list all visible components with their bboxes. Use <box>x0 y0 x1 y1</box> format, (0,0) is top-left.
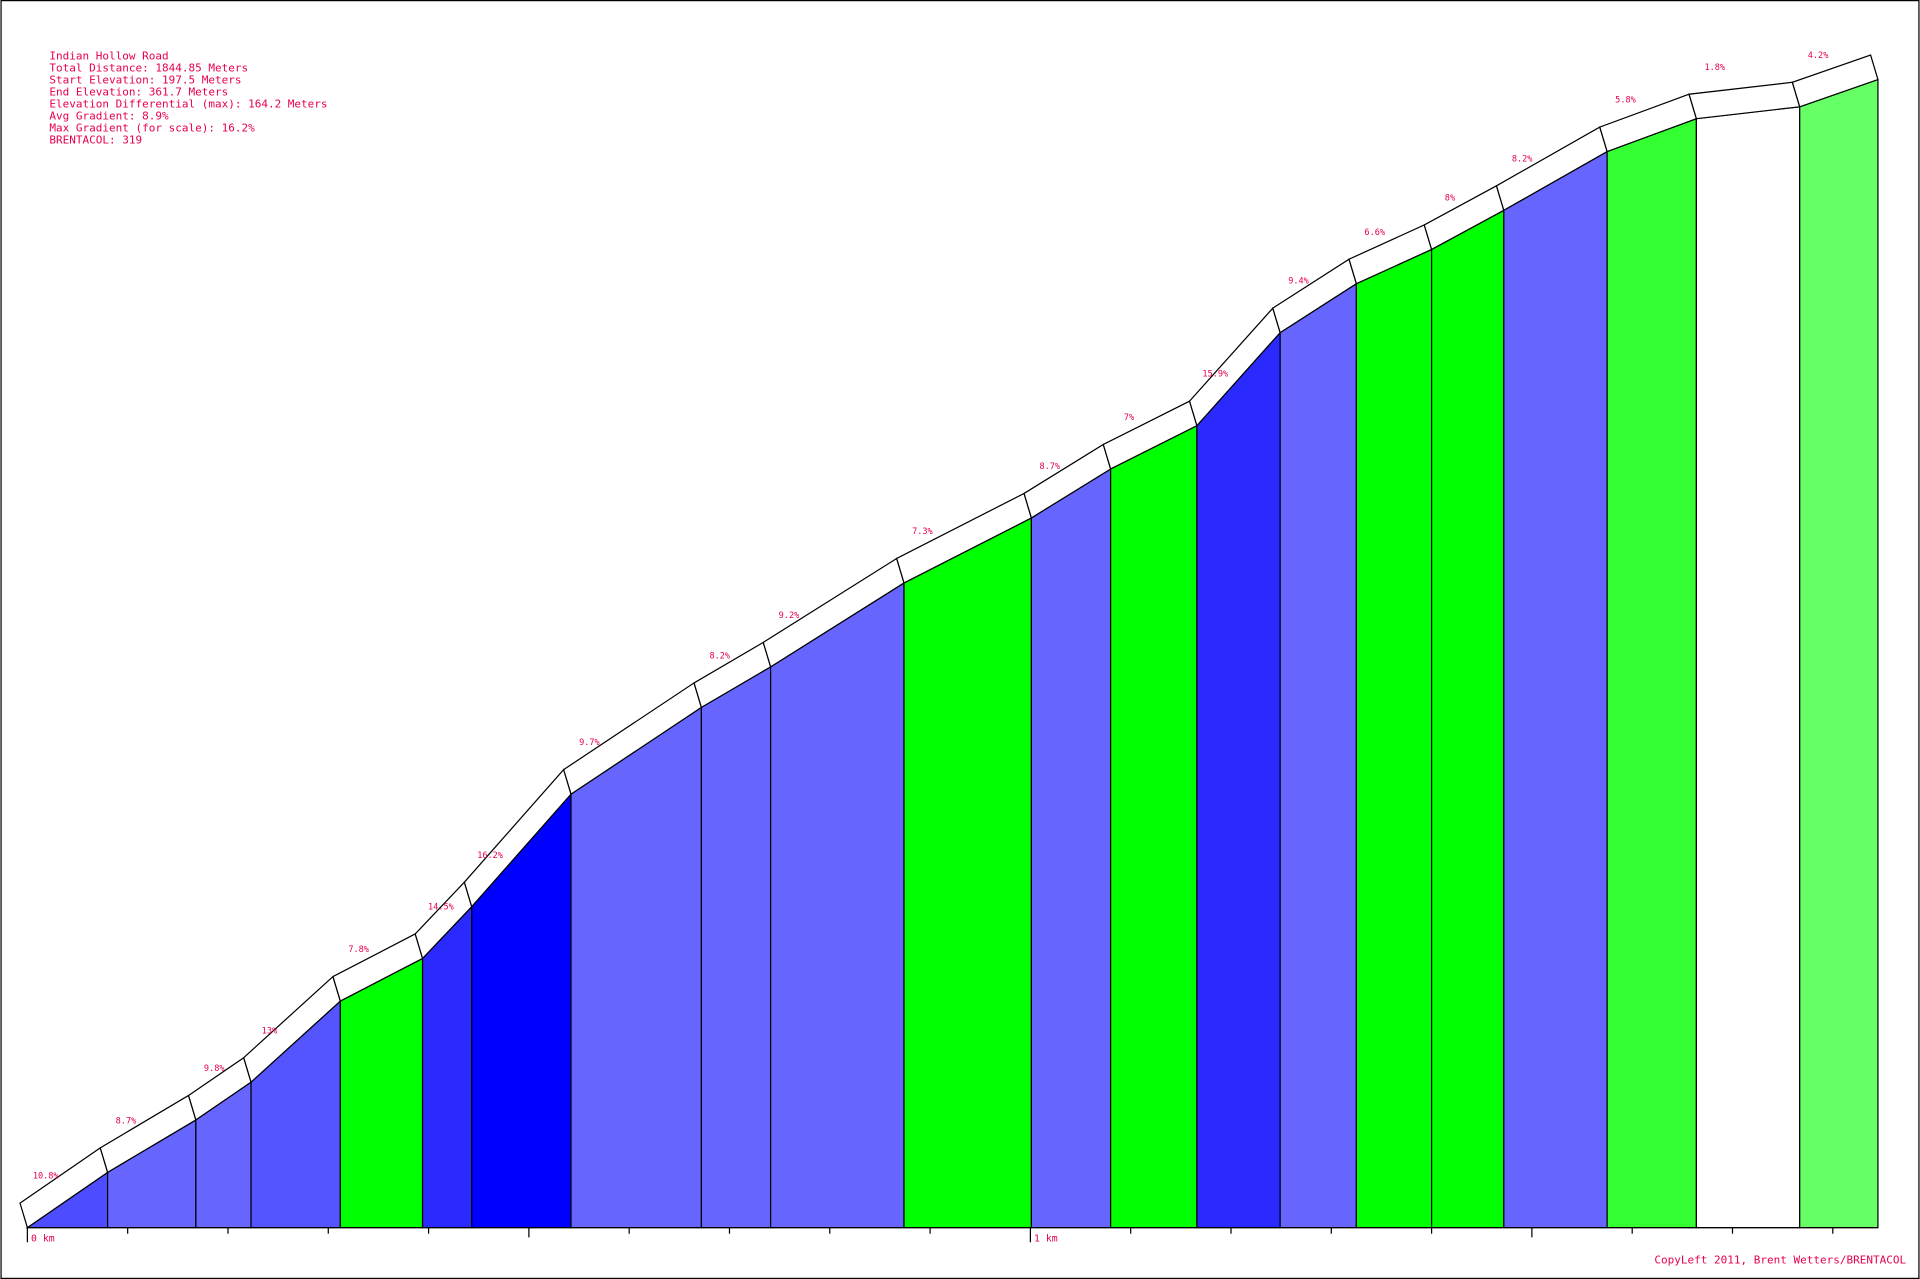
gradient-label: 9.8% <box>204 1064 225 1074</box>
info-line: Avg Gradient: 8.9% <box>49 110 169 123</box>
segment <box>1030 467 1112 1229</box>
gradient-label: 8.7% <box>1039 462 1060 472</box>
gradient-label: 16.2% <box>477 851 504 861</box>
segment <box>1695 106 1801 1229</box>
gradient-label: 7.3% <box>912 527 933 537</box>
gradient-label: 8.7% <box>116 1116 137 1126</box>
x-tick-label: 0 km <box>31 1234 55 1245</box>
gradient-label: 10.8% <box>33 1172 60 1182</box>
gradient-label: 15.9% <box>1202 370 1229 380</box>
segment <box>1196 331 1281 1229</box>
segment <box>421 905 473 1229</box>
gradient-label: 9.4% <box>1288 277 1309 287</box>
segment <box>1110 424 1198 1229</box>
gradient-label: 4.2% <box>1808 51 1829 61</box>
segment <box>769 581 905 1229</box>
segment <box>1279 282 1357 1229</box>
info-line: Start Elevation: 197.5 Meters <box>49 74 241 87</box>
chart-title: Indian Hollow Road <box>49 49 168 62</box>
gradient-label: 5.8% <box>1615 96 1636 106</box>
segment <box>1430 209 1505 1229</box>
segment <box>903 516 1033 1229</box>
segment <box>1503 150 1608 1229</box>
segment <box>1355 248 1433 1229</box>
segment <box>570 706 703 1229</box>
gradient-label: 7% <box>1124 413 1135 423</box>
gradient-label: 9.7% <box>579 738 600 748</box>
segment <box>700 665 772 1229</box>
segment <box>339 957 424 1229</box>
info-line: BRENTACOL: 319 <box>49 134 142 147</box>
gradient-label: 7.8% <box>348 945 369 955</box>
footer: CopyLeft 2011, Brent Wetters/BRENTACOL <box>1654 1254 1906 1267</box>
info-line: Total Distance: 1844.85 Meters <box>49 62 248 75</box>
gradient-label: 9.2% <box>779 611 800 621</box>
gradient-label: 1.8% <box>1704 63 1725 73</box>
gradient-label: 14.5% <box>428 903 455 913</box>
segment <box>1799 78 1879 1229</box>
gradient-label: 8.2% <box>709 651 730 661</box>
gradient-label: 6.6% <box>1364 228 1385 238</box>
info-line: Max Gradient (for scale): 16.2% <box>49 122 255 135</box>
gradient-label: 13% <box>262 1026 278 1036</box>
gradient-label: 8.2% <box>1512 154 1533 164</box>
info-line: End Elevation: 361.7 Meters <box>49 86 228 99</box>
gradient-band <box>1791 54 1879 108</box>
x-tick-label: 1 km <box>1034 1234 1058 1245</box>
segment <box>1606 117 1698 1229</box>
gradient-label: 8% <box>1445 194 1456 204</box>
info-line: Elevation Differential (max): 164.2 Mete… <box>49 98 327 111</box>
